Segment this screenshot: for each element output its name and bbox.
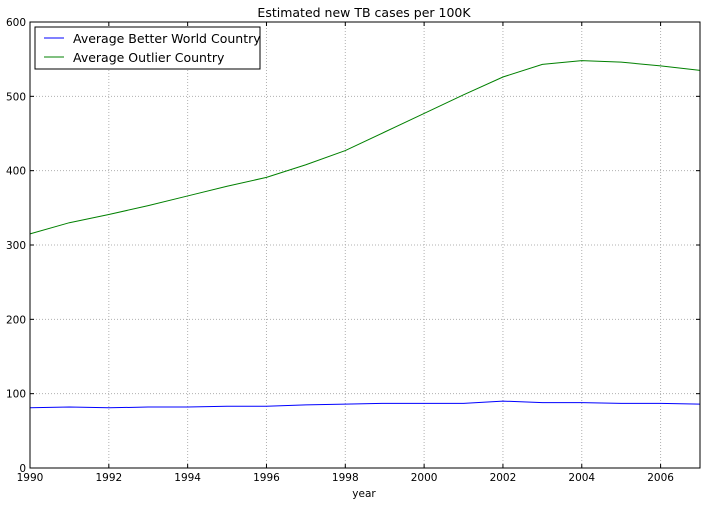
y-tick-label: 0 xyxy=(19,463,26,475)
legend-label-2: Average Outlier Country xyxy=(73,50,225,65)
series-line-1 xyxy=(29,400,701,409)
x-tick-label: 2002 xyxy=(490,472,517,484)
grid-lines xyxy=(30,22,700,468)
x-tick-label: 1998 xyxy=(332,472,359,484)
x-tick-label: 1994 xyxy=(174,472,201,484)
plot-frame xyxy=(29,21,701,469)
legend: Average Better World Country Average Outl… xyxy=(34,26,261,70)
series-lines xyxy=(29,60,701,409)
series-line-2 xyxy=(29,60,701,235)
x-tick-label: 1992 xyxy=(95,472,122,484)
axis-ticks: 1990 1992 1994 1996 1998 2000 2002 2004 2006 0 100… xyxy=(6,17,700,484)
y-tick-label: 500 xyxy=(6,91,26,103)
y-tick-label: 400 xyxy=(6,166,26,178)
x-tick-label: 1996 xyxy=(253,472,280,484)
x-tick-label: 2000 xyxy=(411,472,438,484)
y-tick-label: 100 xyxy=(6,389,26,401)
y-tick-label: 600 xyxy=(6,17,26,29)
y-tick-label: 200 xyxy=(6,314,26,326)
legend-box xyxy=(34,26,261,70)
y-tick-label: 300 xyxy=(6,240,26,252)
legend-label-1: Average Better World Country xyxy=(73,31,261,46)
x-axis-label: year xyxy=(352,488,376,500)
chart-title: Estimated new TB cases per 100K xyxy=(257,5,471,20)
x-tick-label: 2006 xyxy=(647,472,674,484)
x-tick-label: 2004 xyxy=(568,472,595,484)
x-tick-label: 1990 xyxy=(17,472,44,484)
